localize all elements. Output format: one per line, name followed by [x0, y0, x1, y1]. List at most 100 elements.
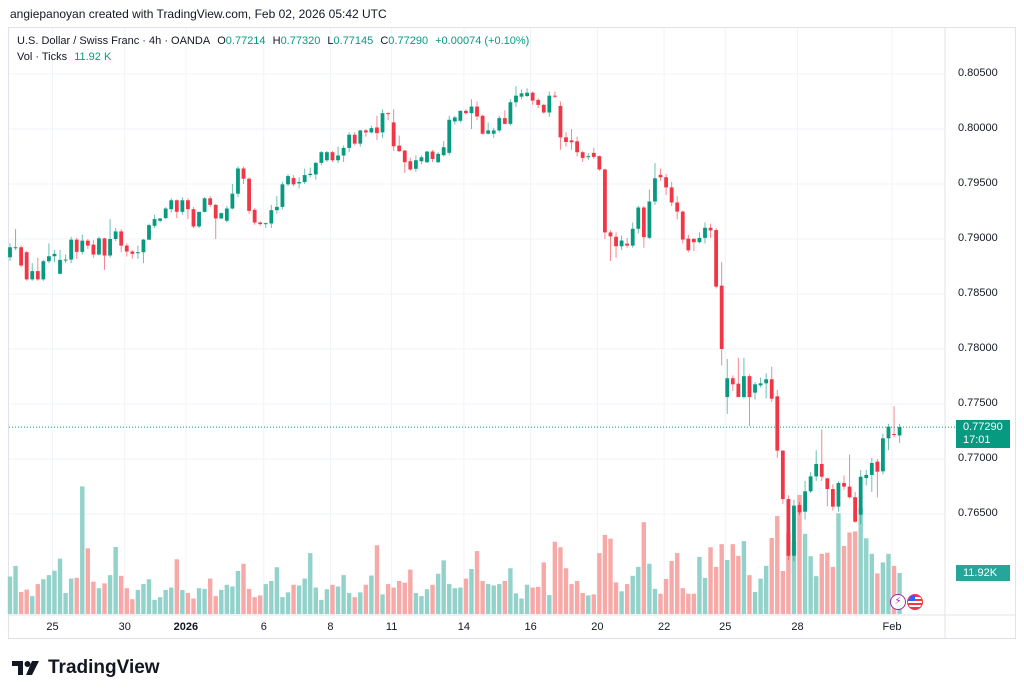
legend-open: O0.77214: [217, 35, 265, 47]
candle-body: [119, 231, 124, 246]
volume-bar: [424, 589, 430, 614]
candle-body: [63, 259, 68, 261]
candle-body: [647, 201, 652, 238]
volume-bar: [308, 553, 313, 614]
volume-bar: [430, 584, 435, 614]
candle-body: [519, 93, 524, 97]
candle-body: [291, 178, 296, 185]
candle-body: [525, 92, 529, 96]
volume-bar: [591, 594, 596, 614]
volume-bar: [302, 578, 307, 614]
volume-bar: [474, 551, 480, 614]
candle-body: [269, 210, 274, 224]
chart-frame: [8, 27, 1016, 639]
volume-bar: [419, 596, 424, 614]
candle-body: [842, 482, 846, 487]
time-tick-label: 22: [657, 621, 671, 633]
candle-body: [653, 178, 657, 202]
candle-body: [325, 152, 329, 161]
candle-body: [714, 230, 719, 287]
volume-bar: [91, 581, 96, 614]
candle-body: [141, 239, 146, 253]
candle-body: [558, 105, 563, 138]
candle-body: [675, 202, 680, 212]
volume-bar: [730, 544, 735, 614]
volume-bar: [586, 595, 591, 614]
candle-body: [892, 434, 896, 436]
candle-body: [886, 426, 891, 439]
candle-body: [297, 182, 302, 184]
us-flag-icon[interactable]: [907, 594, 923, 610]
volume-bar: [441, 560, 446, 614]
candle-body: [780, 450, 785, 500]
candle-body: [247, 178, 251, 211]
volume-bar: [258, 595, 263, 614]
candle-body: [658, 174, 663, 178]
candle-body: [847, 486, 852, 498]
volume-bar: [780, 571, 786, 614]
candle-body: [864, 474, 869, 479]
volume-bar: [708, 547, 713, 614]
candle-body: [625, 243, 630, 246]
candle-body: [130, 251, 135, 254]
candle-body: [608, 232, 613, 237]
candle-body: [397, 145, 402, 152]
candle-body: [91, 244, 96, 255]
volume-bar: [391, 587, 396, 614]
volume-bar: [52, 570, 57, 614]
candle-body: [358, 130, 363, 144]
volume-bar: [480, 580, 485, 614]
volume-bar: [280, 597, 285, 614]
candle-body: [603, 169, 607, 233]
volume-bar: [408, 569, 413, 614]
volume-bar: [7, 576, 13, 614]
candle-body: [124, 245, 129, 252]
legend-close: C0.77290: [380, 35, 428, 47]
time-tick-label: 2026: [173, 621, 199, 633]
volume-bar: [269, 580, 274, 614]
volume-bar: [574, 580, 580, 614]
volume-bar: [152, 599, 157, 614]
candle-body: [747, 376, 752, 398]
volume-bar: [296, 585, 302, 614]
candle-body: [736, 383, 741, 398]
volume-bar: [686, 593, 691, 614]
volume-bar: [157, 597, 163, 614]
volume-bar: [852, 531, 858, 614]
volume-bar: [124, 588, 129, 614]
candle-body: [614, 236, 618, 247]
volume-bar: [547, 595, 552, 614]
candle-body: [19, 247, 24, 266]
candle-body: [897, 427, 902, 436]
chart-legend: U.S. Dollar / Swiss Franc · 4h · OANDA O…: [17, 33, 533, 65]
price-tick-label: 0.77000: [958, 452, 998, 464]
volume-bar: [374, 545, 380, 614]
volume-bar: [602, 534, 608, 614]
time-tick-label: 30: [118, 621, 131, 633]
candle-body: [202, 198, 207, 212]
lightning-icon[interactable]: ⚡︎: [890, 594, 906, 610]
volume-bar: [119, 575, 124, 614]
candle-body: [308, 173, 313, 176]
candle-body: [541, 104, 546, 113]
time-tick-label: 14: [457, 621, 471, 633]
volume-bar: [341, 575, 346, 614]
candle-body: [386, 113, 390, 115]
volume-bar: [552, 541, 558, 614]
volume-bar: [57, 558, 63, 614]
volume-bar: [358, 592, 363, 614]
candle-body: [719, 285, 724, 349]
volume-bar: [875, 573, 880, 614]
candle-body: [302, 175, 307, 183]
time-tick-label: 8: [327, 621, 334, 633]
low-value: 0.77145: [333, 35, 374, 47]
volume-bar: [96, 588, 102, 614]
legend-symbol[interactable]: U.S. Dollar / Swiss Franc · 4h · OANDA: [17, 35, 211, 47]
candle-body: [186, 200, 190, 210]
tradingview-logo[interactable]: TradingView: [12, 657, 160, 679]
candle-body: [552, 95, 557, 97]
candle-body: [430, 151, 435, 159]
tradingview-logo-icon: [12, 661, 39, 675]
volume-label[interactable]: Vol · Ticks: [17, 51, 68, 63]
